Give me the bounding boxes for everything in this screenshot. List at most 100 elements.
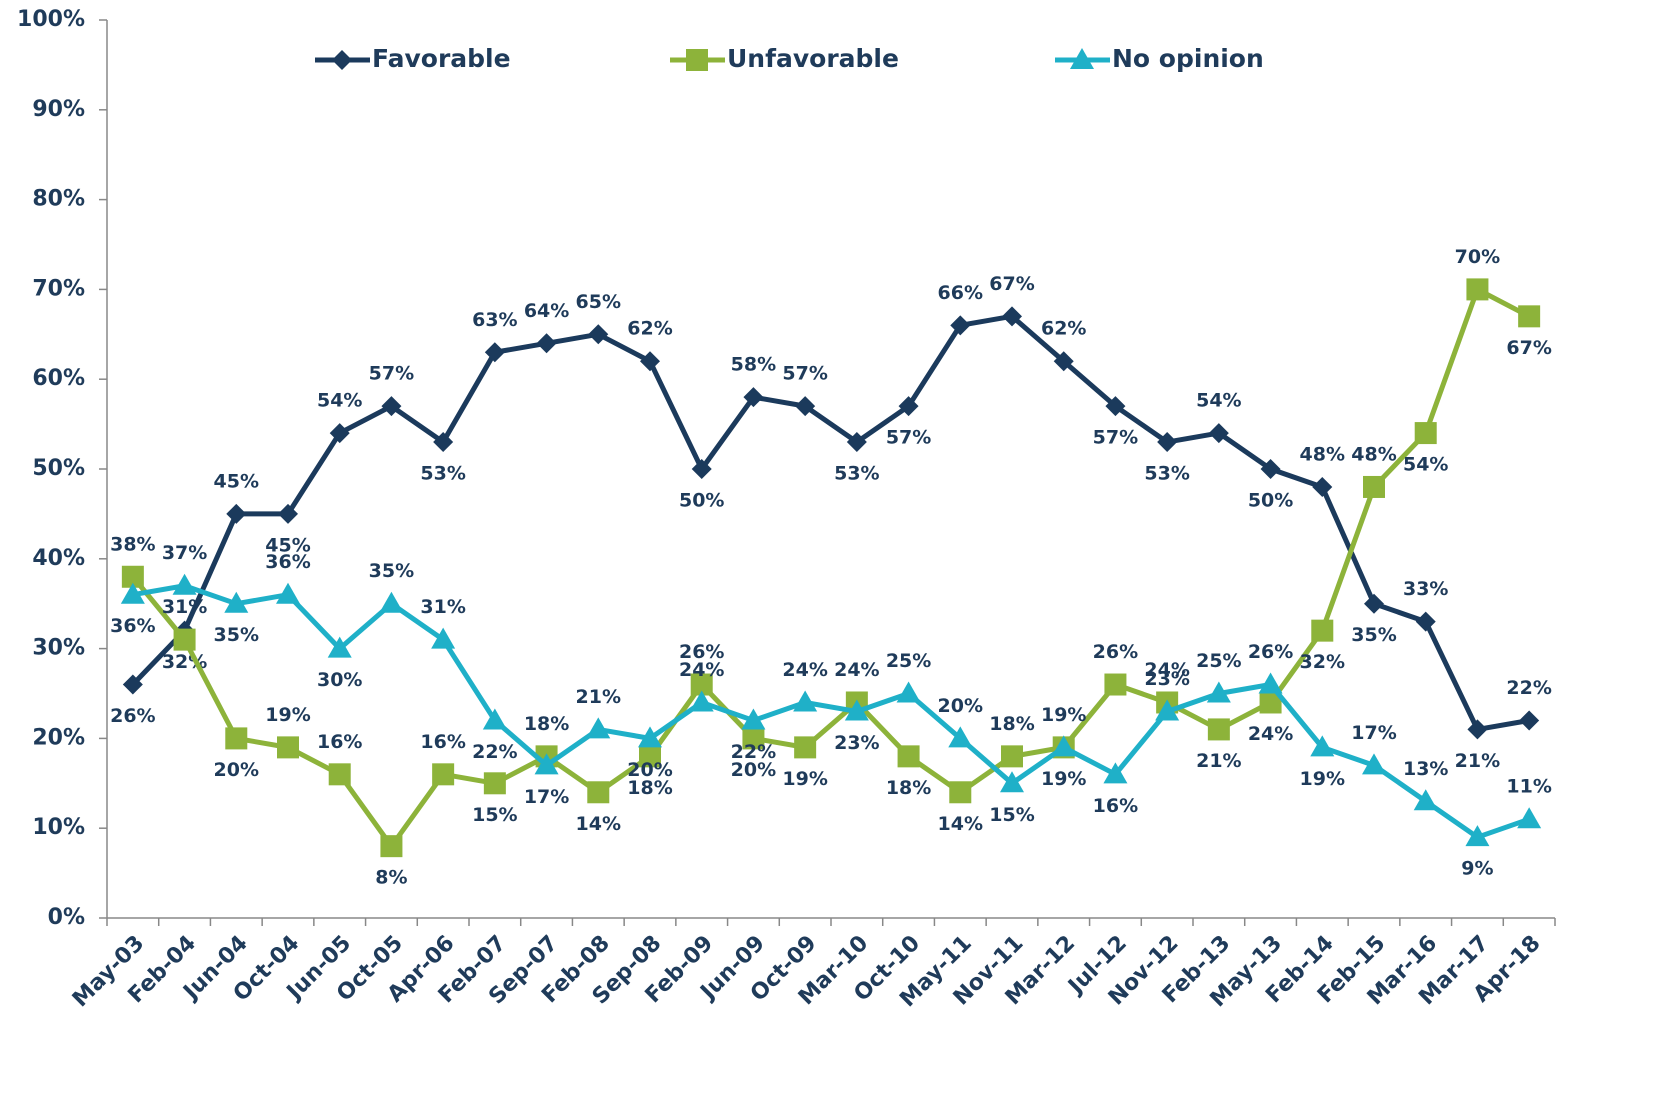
data-label: 64% bbox=[524, 300, 569, 322]
data-label: 18% bbox=[524, 713, 569, 735]
data-point bbox=[844, 699, 869, 721]
data-point bbox=[172, 573, 197, 595]
data-point bbox=[1311, 619, 1334, 642]
data-label: 50% bbox=[679, 490, 724, 512]
y-tick-label: 80% bbox=[32, 187, 85, 212]
data-label: 19% bbox=[1041, 704, 1086, 726]
data-label: 22% bbox=[731, 741, 776, 763]
data-point bbox=[1518, 305, 1541, 328]
data-point bbox=[381, 396, 402, 417]
data-point bbox=[1051, 735, 1076, 757]
data-label: 19% bbox=[1041, 768, 1086, 790]
data-label: 38% bbox=[110, 533, 155, 555]
data-label: 53% bbox=[834, 463, 879, 485]
data-point bbox=[536, 333, 557, 354]
data-label: 21% bbox=[1196, 750, 1241, 772]
data-label: 25% bbox=[1196, 650, 1241, 672]
data-point bbox=[1310, 735, 1335, 757]
data-point bbox=[277, 736, 299, 759]
data-label: 53% bbox=[420, 463, 465, 485]
y-tick-label: 40% bbox=[32, 546, 85, 571]
data-point bbox=[1259, 691, 1282, 714]
data-label: 26% bbox=[1248, 641, 1293, 663]
legend-marker bbox=[686, 49, 708, 71]
data-label: 32% bbox=[1300, 651, 1345, 673]
data-point bbox=[432, 763, 455, 786]
data-label: 30% bbox=[317, 669, 362, 691]
y-tick-label: 70% bbox=[32, 276, 85, 301]
data-label: 11% bbox=[1506, 776, 1551, 798]
data-point bbox=[328, 763, 351, 786]
data-point bbox=[278, 503, 298, 524]
data-label: 20% bbox=[731, 759, 776, 781]
data-point bbox=[1362, 753, 1386, 775]
data-point bbox=[1363, 475, 1385, 498]
data-label: 57% bbox=[886, 427, 931, 449]
y-tick-label: 20% bbox=[32, 725, 85, 750]
legend-label: Unfavorable bbox=[727, 44, 899, 73]
data-label: 17% bbox=[524, 786, 569, 808]
legend-marker bbox=[332, 50, 352, 70]
series-line bbox=[130, 286, 1531, 849]
data-label: 23% bbox=[834, 732, 879, 754]
data-point bbox=[1206, 681, 1231, 703]
data-label: 54% bbox=[1196, 390, 1241, 412]
data-point bbox=[1104, 673, 1127, 696]
data-label: 20% bbox=[938, 695, 983, 717]
data-point bbox=[587, 781, 610, 804]
data-point bbox=[795, 396, 816, 417]
data-label: 53% bbox=[1144, 463, 1189, 485]
data-point bbox=[897, 745, 920, 768]
data-label: 70% bbox=[1455, 246, 1500, 268]
data-point bbox=[484, 342, 505, 363]
data-label: 24% bbox=[1248, 723, 1293, 745]
data-label: 18% bbox=[627, 777, 672, 799]
legend-label: Favorable bbox=[372, 44, 511, 73]
data-point bbox=[1467, 719, 1488, 740]
data-point bbox=[224, 591, 249, 613]
data-label: 19% bbox=[1300, 768, 1345, 790]
data-point bbox=[1519, 710, 1540, 731]
data-label: 45% bbox=[214, 470, 259, 492]
data-point bbox=[534, 753, 559, 775]
data-label: 35% bbox=[214, 624, 259, 646]
data-point bbox=[225, 727, 248, 750]
data-label: 36% bbox=[265, 551, 310, 573]
data-label: 21% bbox=[576, 686, 621, 708]
data-point bbox=[742, 727, 765, 750]
data-label: 24% bbox=[834, 659, 879, 681]
data-label: 37% bbox=[162, 542, 207, 564]
data-point bbox=[120, 582, 145, 604]
data-point bbox=[1001, 745, 1023, 768]
data-point bbox=[1258, 672, 1283, 694]
data-point bbox=[1465, 825, 1490, 847]
y-tick-label: 10% bbox=[32, 815, 85, 840]
data-label: 26% bbox=[1093, 641, 1138, 663]
data-label: 24% bbox=[782, 659, 827, 681]
y-tick-label: 90% bbox=[32, 97, 85, 122]
data-point bbox=[431, 627, 456, 649]
data-point bbox=[327, 636, 352, 658]
data-label: 19% bbox=[265, 704, 310, 726]
data-point bbox=[691, 459, 712, 479]
data-label: 48% bbox=[1300, 443, 1345, 465]
data-point bbox=[1364, 593, 1384, 614]
data-point bbox=[1208, 423, 1229, 444]
data-label: 35% bbox=[1351, 624, 1396, 646]
data-point bbox=[639, 745, 661, 768]
data-point bbox=[1312, 476, 1333, 497]
data-point bbox=[1466, 278, 1489, 301]
data-point bbox=[276, 582, 300, 604]
data-label: 36% bbox=[110, 615, 155, 637]
data-point bbox=[1002, 306, 1022, 327]
data-point bbox=[1155, 699, 1180, 721]
data-label: 31% bbox=[420, 596, 465, 618]
data-point bbox=[483, 772, 506, 795]
data-label: 8% bbox=[375, 867, 407, 889]
data-label: 48% bbox=[1351, 443, 1396, 465]
y-tick-label: 60% bbox=[32, 366, 85, 391]
data-point bbox=[896, 681, 921, 703]
data-label: 22% bbox=[472, 741, 517, 763]
data-label: 45% bbox=[265, 534, 310, 556]
